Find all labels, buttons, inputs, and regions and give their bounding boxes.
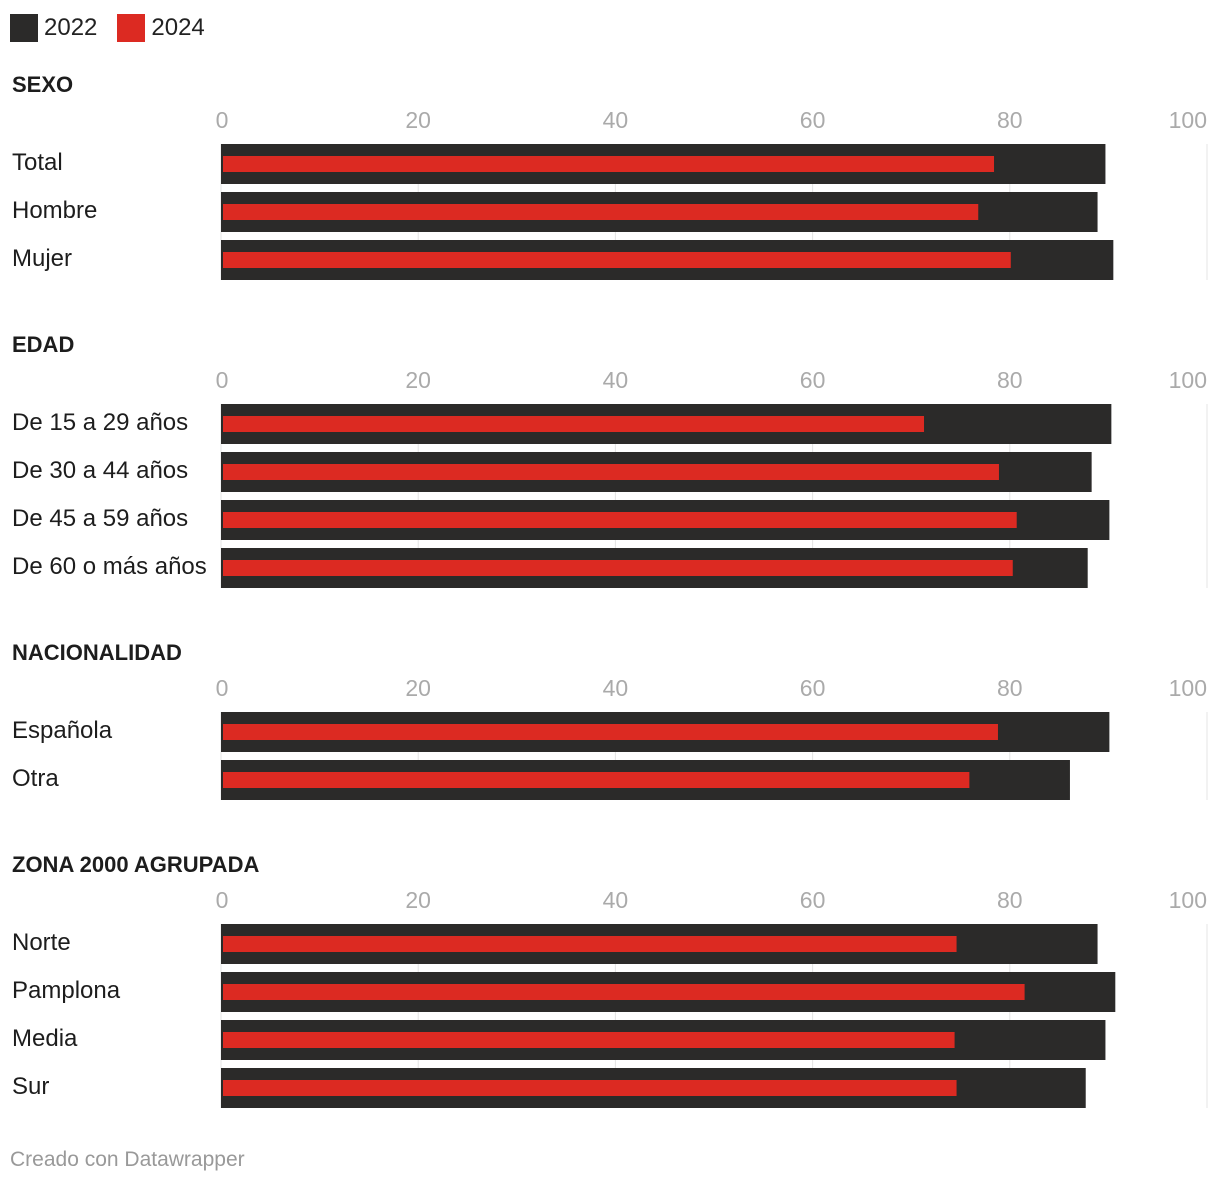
- tick-label-edad-0: 0: [216, 367, 229, 393]
- tick-label-zona-2000-agrupada-60: 60: [800, 887, 826, 913]
- tick-label-zona-2000-agrupada-40: 40: [603, 887, 629, 913]
- tick-label-zona-2000-agrupada-100: 100: [1169, 887, 1207, 913]
- legend: 2022 2024: [10, 14, 225, 42]
- bar-chart: SEXO 0 20 40 60 80 100 Total Hombre Mujer EDAD 0 20 4…: [12, 72, 1208, 1108]
- group-title-sexo: SEXO: [12, 72, 73, 97]
- tick-label-edad-100: 100: [1169, 367, 1207, 393]
- bar-2024-espanola: [223, 724, 998, 740]
- tick-label-sexo-20: 20: [405, 107, 431, 133]
- tick-label-nacionalidad-20: 20: [405, 675, 431, 701]
- bar-2024-de-45-a-59-anos: [223, 512, 1017, 528]
- category-label-pamplona: Pamplona: [12, 977, 121, 1004]
- bar-2024-hombre: [223, 204, 979, 220]
- category-label-mujer: Mujer: [12, 245, 72, 272]
- tick-label-edad-20: 20: [405, 367, 431, 393]
- category-label-de-45-a-59-anos: De 45 a 59 años: [12, 505, 188, 532]
- tick-label-sexo-40: 40: [603, 107, 629, 133]
- legend-item-2024: 2024: [117, 14, 205, 42]
- tick-label-sexo-100: 100: [1169, 107, 1207, 133]
- category-label-otra: Otra: [12, 765, 59, 792]
- tick-label-nacionalidad-0: 0: [216, 675, 229, 701]
- category-label-sur: Sur: [12, 1073, 49, 1100]
- legend-swatch-2024: [117, 14, 146, 42]
- category-label-hombre: Hombre: [12, 197, 97, 224]
- bar-2024-pamplona: [223, 984, 1025, 1000]
- tick-label-edad-40: 40: [603, 367, 629, 393]
- bar-2024-total: [223, 156, 995, 172]
- bar-2024-media: [223, 1032, 955, 1048]
- bar-2024-de-30-a-44-anos: [223, 464, 999, 480]
- tick-label-sexo-80: 80: [997, 107, 1023, 133]
- legend-label-2022: 2022: [44, 14, 98, 41]
- bar-2024-de-15-a-29-anos: [223, 416, 925, 432]
- group-title-nacionalidad: NACIONALIDAD: [12, 640, 182, 665]
- bar-2024-otra: [223, 772, 970, 788]
- bar-2024-mujer: [223, 252, 1011, 268]
- tick-label-sexo-60: 60: [800, 107, 826, 133]
- tick-label-edad-60: 60: [800, 367, 826, 393]
- tick-label-nacionalidad-80: 80: [997, 675, 1023, 701]
- legend-item-2022: 2022: [10, 14, 97, 42]
- legend-label-2024: 2024: [151, 14, 205, 41]
- tick-label-edad-80: 80: [997, 367, 1023, 393]
- tick-label-nacionalidad-100: 100: [1169, 675, 1207, 701]
- bar-2024-sur: [223, 1080, 957, 1096]
- category-label-de-60-o-mas-anos: De 60 o más años: [12, 553, 207, 580]
- tick-label-nacionalidad-60: 60: [800, 675, 826, 701]
- legend-swatch-2022: [10, 14, 38, 42]
- tick-label-zona-2000-agrupada-80: 80: [997, 887, 1023, 913]
- category-label-total: Total: [12, 149, 63, 176]
- bar-2024-de-60-o-mas-anos: [223, 560, 1013, 576]
- category-label-norte: Norte: [12, 929, 71, 956]
- tick-label-zona-2000-agrupada-20: 20: [405, 887, 431, 913]
- tick-label-nacionalidad-40: 40: [603, 675, 629, 701]
- category-label-de-15-a-29-anos: De 15 a 29 años: [12, 409, 188, 436]
- tick-label-sexo-0: 0: [216, 107, 229, 133]
- category-label-de-30-a-44-anos: De 30 a 44 años: [12, 457, 188, 484]
- group-title-zona-2000-agrupada: ZONA 2000 AGRUPADA: [12, 852, 259, 877]
- bar-2024-norte: [223, 936, 957, 952]
- group-title-edad: EDAD: [12, 332, 74, 357]
- category-label-media: Media: [12, 1025, 78, 1052]
- footer-credit: Creado con Datawrapper: [10, 1148, 245, 1171]
- category-label-espanola: Española: [12, 717, 113, 744]
- tick-label-zona-2000-agrupada-0: 0: [216, 887, 229, 913]
